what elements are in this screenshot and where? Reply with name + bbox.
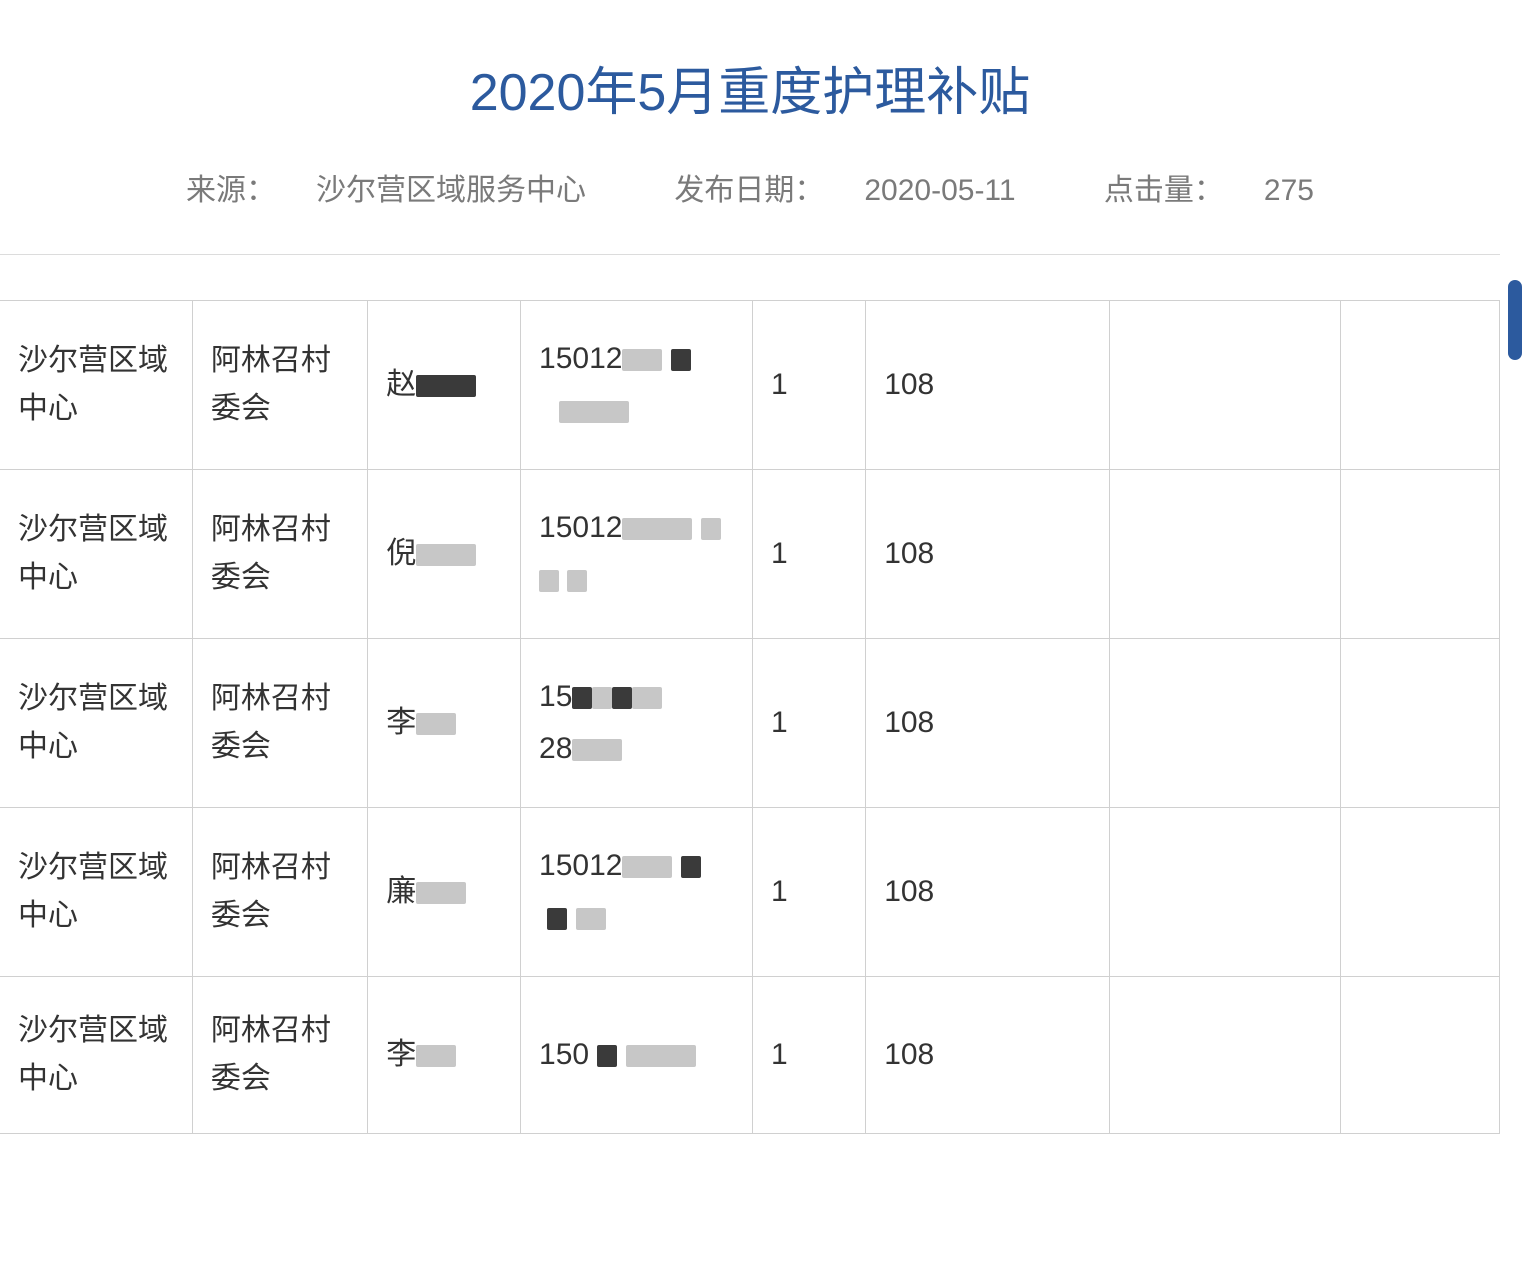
cell-empty	[1109, 977, 1341, 1134]
redaction-block	[622, 856, 672, 878]
page-title: 2020年5月重度护理补贴	[0, 0, 1500, 165]
redaction-block	[701, 518, 721, 540]
redaction-block	[626, 1045, 696, 1067]
redaction-block	[567, 570, 587, 592]
redaction-block	[576, 908, 606, 930]
redaction-block	[416, 544, 476, 566]
source-value: 沙尔营区域服务中心	[316, 174, 586, 207]
redaction-block	[622, 518, 692, 540]
cell-id: 15012	[521, 301, 753, 470]
name-prefix: 廉	[386, 875, 416, 908]
table-row: 沙尔营区域中心 阿林召村委会 倪 15012 1 108	[0, 470, 1500, 639]
redaction-block	[592, 687, 612, 709]
redaction-block	[681, 856, 701, 878]
redaction-block	[416, 1045, 456, 1067]
redaction-block	[539, 570, 559, 592]
cell-empty	[1109, 301, 1341, 470]
cell-village: 阿林召村委会	[192, 639, 367, 808]
id-prefix: 15012	[539, 342, 622, 375]
cell-empty	[1341, 470, 1500, 639]
cell-name: 李	[368, 977, 521, 1134]
table-row: 沙尔营区域中心 阿林召村委会 赵 15012 1 108	[0, 301, 1500, 470]
table-row: 沙尔营区域中心 阿林召村委会 李 150 1 108	[0, 977, 1500, 1134]
name-prefix: 倪	[386, 537, 416, 570]
source-label: 来源： 沙尔营区域服务中心	[166, 174, 614, 207]
cell-id: 150	[521, 977, 753, 1134]
source-label-text: 来源：	[186, 174, 276, 207]
cell-empty	[1109, 470, 1341, 639]
name-prefix: 赵	[386, 368, 416, 401]
redaction-block	[416, 713, 456, 735]
cell-amount: 108	[866, 639, 1109, 808]
cell-amount: 108	[866, 470, 1109, 639]
meta-row: 来源： 沙尔营区域服务中心 发布日期： 2020-05-11 点击量： 275	[0, 165, 1500, 254]
cell-empty	[1109, 808, 1341, 977]
cell-region: 沙尔营区域中心	[0, 301, 192, 470]
redaction-block	[671, 349, 691, 371]
name-prefix: 李	[386, 1038, 416, 1071]
id-prefix: 150	[539, 1038, 589, 1071]
cell-name: 李	[368, 639, 521, 808]
redaction-block	[597, 1045, 617, 1067]
divider	[0, 254, 1500, 255]
redaction-block	[572, 687, 592, 709]
redaction-block	[572, 739, 622, 761]
cell-empty	[1341, 977, 1500, 1134]
cell-amount: 108	[866, 977, 1109, 1134]
redaction-block	[559, 401, 629, 423]
cell-id: 15012	[521, 470, 753, 639]
cell-amount: 108	[866, 301, 1109, 470]
page-wrap: 2020年5月重度护理补贴 来源： 沙尔营区域服务中心 发布日期： 2020-05-…	[0, 0, 1500, 1134]
hits-label-text: 点击量：	[1104, 174, 1224, 207]
cell-region: 沙尔营区域中心	[0, 808, 192, 977]
hits-label: 点击量： 275	[1084, 174, 1334, 207]
table-row: 沙尔营区域中心 阿林召村委会 李 15 28 1 108	[0, 639, 1500, 808]
subsidy-table: 沙尔营区域中心 阿林召村委会 赵 15012 1 108 沙尔营区域中心 阿林召…	[0, 300, 1500, 1134]
id-prefix: 15	[539, 680, 572, 713]
cell-name: 赵	[368, 301, 521, 470]
cell-id: 15 28	[521, 639, 753, 808]
redaction-block	[416, 375, 476, 397]
redaction-block	[547, 908, 567, 930]
cell-qty: 1	[753, 808, 866, 977]
cell-amount: 108	[866, 808, 1109, 977]
cell-village: 阿林召村委会	[192, 301, 367, 470]
table-row: 沙尔营区域中心 阿林召村委会 廉 15012 1 108	[0, 808, 1500, 977]
cell-qty: 1	[753, 639, 866, 808]
cell-qty: 1	[753, 301, 866, 470]
id-prefix2: 28	[539, 732, 572, 765]
cell-id: 15012	[521, 808, 753, 977]
cell-empty	[1341, 301, 1500, 470]
pubdate-label-text: 发布日期：	[674, 174, 824, 207]
cell-region: 沙尔营区域中心	[0, 470, 192, 639]
hits-value: 275	[1264, 174, 1314, 207]
id-prefix: 15012	[539, 511, 622, 544]
pubdate-value: 2020-05-11	[864, 174, 1015, 207]
redaction-block	[622, 349, 662, 371]
cell-empty	[1341, 808, 1500, 977]
pubdate-label: 发布日期： 2020-05-11	[654, 174, 1044, 207]
name-prefix: 李	[386, 706, 416, 739]
scrollbar-thumb[interactable]	[1508, 280, 1522, 360]
cell-name: 廉	[368, 808, 521, 977]
cell-empty	[1341, 639, 1500, 808]
redaction-block	[416, 882, 466, 904]
cell-empty	[1109, 639, 1341, 808]
cell-qty: 1	[753, 977, 866, 1134]
cell-village: 阿林召村委会	[192, 808, 367, 977]
id-prefix: 15012	[539, 849, 622, 882]
cell-region: 沙尔营区域中心	[0, 639, 192, 808]
cell-qty: 1	[753, 470, 866, 639]
table-body: 沙尔营区域中心 阿林召村委会 赵 15012 1 108 沙尔营区域中心 阿林召…	[0, 301, 1500, 1134]
redaction-block	[612, 687, 632, 709]
cell-village: 阿林召村委会	[192, 977, 367, 1134]
cell-name: 倪	[368, 470, 521, 639]
cell-village: 阿林召村委会	[192, 470, 367, 639]
redaction-block	[632, 687, 662, 709]
cell-region: 沙尔营区域中心	[0, 977, 192, 1134]
